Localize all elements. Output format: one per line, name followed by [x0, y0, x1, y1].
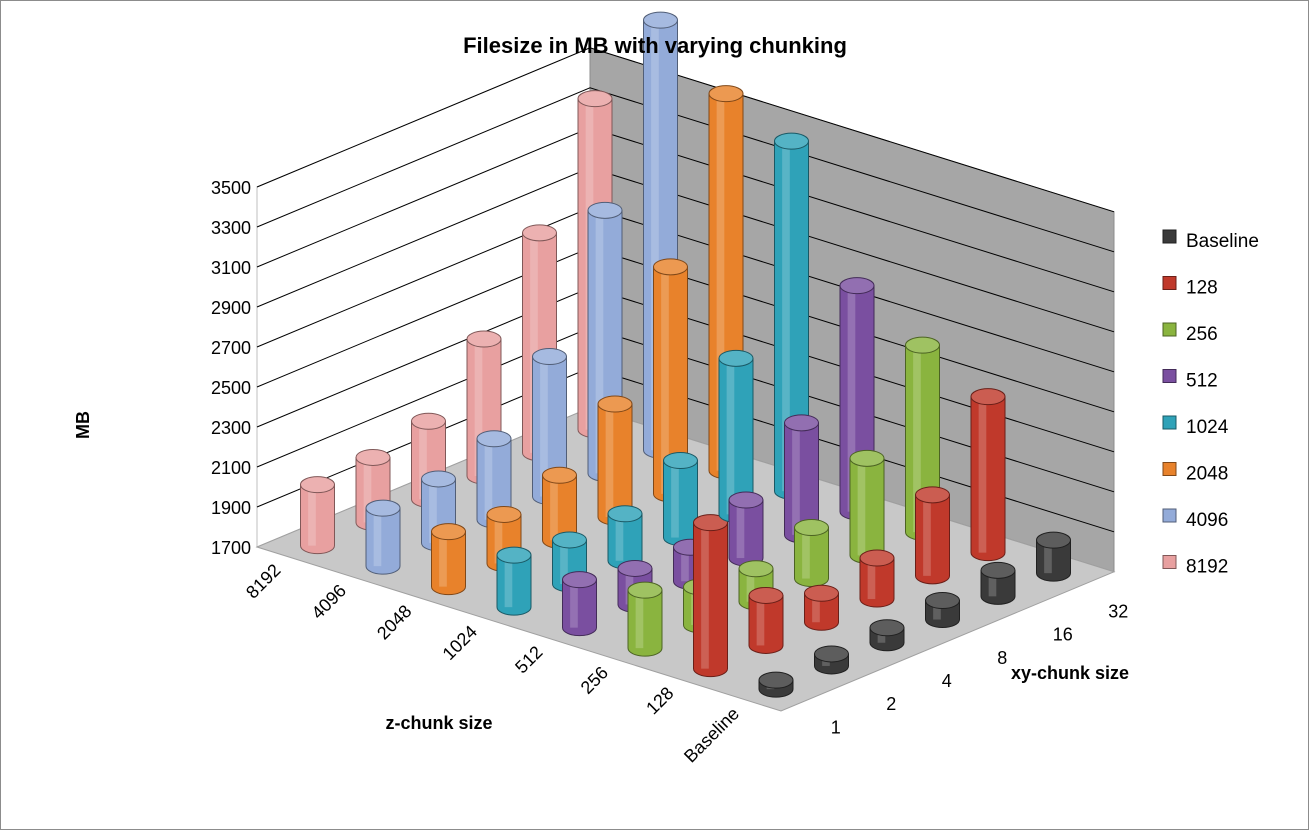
bar-Baseline-xy16	[980, 561, 1016, 605]
bar-256-xy8	[794, 519, 829, 588]
z-tick-label: 4096	[308, 580, 350, 622]
bar-4096-xy1	[365, 499, 401, 575]
gridline	[256, 47, 1115, 213]
legend-swatch	[1162, 415, 1177, 430]
bar-128-xy4	[804, 584, 839, 631]
bar-2048-xy16	[653, 258, 688, 503]
legend-item: 8192	[1162, 555, 1228, 578]
y-tick-label: 3300	[211, 218, 251, 238]
bar-Baseline-xy32	[1036, 531, 1071, 582]
legend-label: 4096	[1186, 510, 1228, 531]
bar-512-xy16	[784, 414, 819, 544]
xy-tick-label: 8	[997, 648, 1007, 668]
bar-128-xy2	[748, 586, 784, 654]
legend-swatch	[1162, 369, 1177, 383]
y-axis-label: MB	[73, 411, 93, 439]
z-tick-label: 1024	[439, 621, 481, 663]
bar-512-xy1	[562, 571, 597, 637]
y-tick-label: 3500	[211, 178, 251, 198]
legend-item: 128	[1162, 276, 1218, 299]
legend-label: 8192	[1186, 557, 1228, 578]
legend-item: Baseline	[1162, 229, 1259, 252]
legend: Baseline 128 256 512 1024 2048 4096 8192	[1162, 229, 1259, 578]
legend-swatch	[1162, 555, 1177, 569]
y-tick-label: 2500	[211, 378, 251, 398]
bar-512-xy8	[728, 491, 764, 567]
legend-label: 256	[1186, 324, 1218, 345]
xy-axis-label: xy-chunk size	[1011, 663, 1129, 683]
bar-2048-xy4	[542, 466, 577, 549]
bar-Baseline-xy2	[814, 645, 849, 675]
bar-256-xy16	[849, 449, 885, 564]
bar-256-xy1	[627, 581, 663, 657]
y-tick-label: 2300	[211, 418, 251, 438]
legend-swatch	[1162, 508, 1177, 523]
legend-item: 512	[1162, 369, 1218, 392]
xy-tick-label: 4	[942, 671, 952, 691]
bar-8192-xy1	[300, 476, 335, 555]
z-axis-label: z-chunk size	[385, 713, 492, 733]
z-tick-label: 8192	[242, 560, 284, 602]
legend-swatch	[1162, 229, 1177, 244]
legend-swatch	[1162, 322, 1177, 337]
bar-128-xy1	[693, 514, 728, 678]
bar-Baseline-xy8	[925, 592, 960, 629]
bar-128-xy32	[970, 388, 1006, 562]
y-tick-label: 2700	[211, 338, 251, 358]
legend-label: 128	[1186, 278, 1218, 299]
y-tick-label: 1900	[211, 498, 251, 518]
bar-128-xy16	[915, 486, 950, 585]
legend-label: 512	[1186, 371, 1218, 392]
z-tick-label: 128	[642, 683, 677, 718]
legend-item: 1024	[1162, 415, 1229, 438]
legend-label: Baseline	[1186, 231, 1259, 252]
y-tick-label: 3100	[211, 258, 251, 278]
z-tick-label: 2048	[373, 601, 415, 643]
bar-Baseline-xy1	[758, 671, 794, 698]
bar-1024-xy4	[607, 505, 643, 570]
legend-item: 2048	[1162, 462, 1228, 485]
z-tick-label: 256	[577, 662, 612, 697]
legend-item: 4096	[1162, 508, 1228, 531]
bar-Baseline-xy4	[869, 619, 905, 652]
y-tick-label: 2100	[211, 458, 251, 478]
y-tick-label: 2900	[211, 298, 251, 318]
z-tick-label: 512	[511, 642, 546, 677]
gridline	[256, 87, 1115, 253]
xy-tick-label: 2	[886, 694, 896, 714]
xy-tick-label: 16	[1053, 625, 1073, 645]
legend-swatch	[1162, 276, 1177, 290]
z-tick-label: Baseline	[680, 703, 743, 766]
legend-item: 256	[1162, 322, 1218, 345]
chart-title: Filesize in MB with varying chunking	[463, 33, 847, 58]
xy-tick-label: 32	[1108, 601, 1128, 621]
legend-label: 2048	[1186, 464, 1228, 485]
y-tick-label: 1700	[211, 538, 251, 558]
bar-128-xy8	[859, 549, 895, 608]
bar-1024-xy8	[663, 452, 698, 547]
legend-swatch	[1162, 462, 1177, 476]
bar-2048-xy8	[597, 395, 633, 526]
xy-tick-label: 1	[831, 717, 841, 737]
bar-2048-xy1	[431, 523, 466, 596]
bars	[300, 11, 1071, 698]
bar-1024-xy1	[496, 546, 532, 616]
legend-label: 1024	[1186, 417, 1229, 438]
